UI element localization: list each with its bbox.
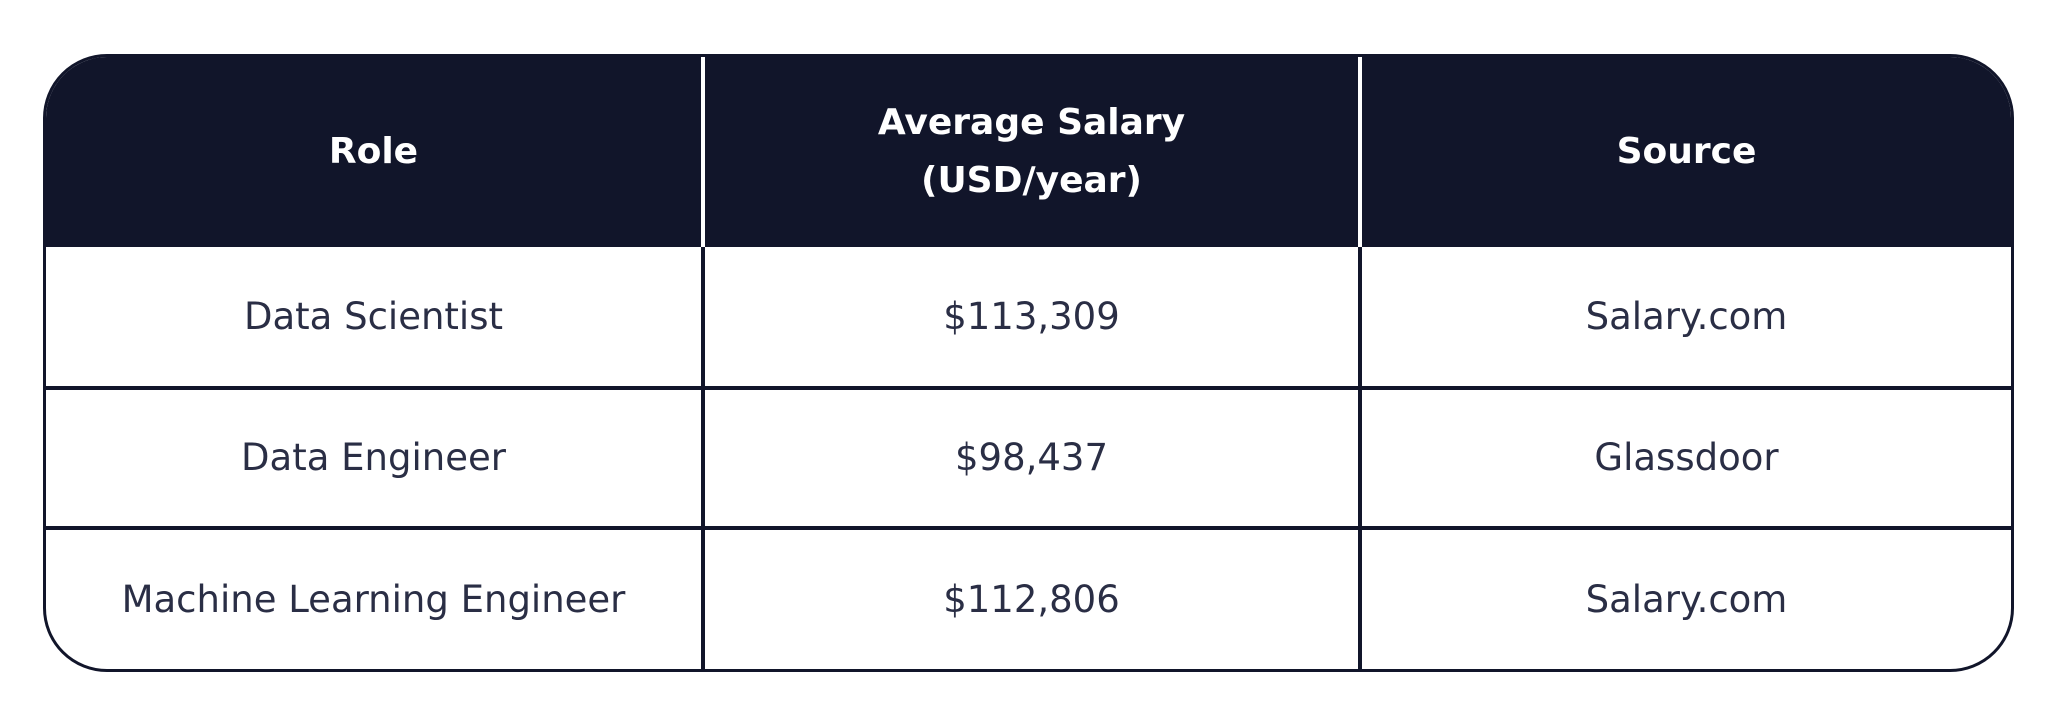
header-average-salary-line2: (USD/year): [920, 160, 1143, 201]
cell-salary: $113,309: [703, 247, 1362, 388]
table-row: Data Scientist $113,309 Salary.com: [46, 247, 2011, 388]
table-header: Role Average Salary (USD/year) Source: [46, 57, 2011, 247]
salary-table-grid: Role Average Salary (USD/year) Source Da…: [46, 57, 2011, 669]
cell-role: Data Scientist: [46, 247, 705, 388]
cell-source: Glassdoor: [1360, 385, 2011, 529]
cell-source: Salary.com: [1585, 294, 1788, 338]
header-source: Source: [1360, 57, 2011, 247]
header-row: Role Average Salary (USD/year) Source: [46, 57, 2011, 247]
cell-salary: $98,437: [703, 385, 1362, 529]
cell-role: Machine Learning Engineer: [46, 526, 705, 669]
cell-salary: $112,806: [703, 526, 1362, 669]
salary-table: Role Average Salary (USD/year) Source Da…: [43, 54, 2014, 672]
header-role: Role: [46, 57, 705, 247]
cell-source: Salary.com: [1360, 526, 2011, 669]
table-row: Data Engineer $98,437 Glassdoor: [46, 385, 2011, 529]
table-row: Machine Learning Engineer $112,806 Salar…: [46, 526, 2011, 669]
cell-role: Data Engineer: [46, 385, 705, 529]
table-body: Data Scientist $113,309 Salary.com Data …: [46, 247, 2011, 669]
header-average-salary-line1: Average Salary: [877, 102, 1186, 143]
header-average-salary: Average Salary (USD/year): [703, 57, 1362, 247]
